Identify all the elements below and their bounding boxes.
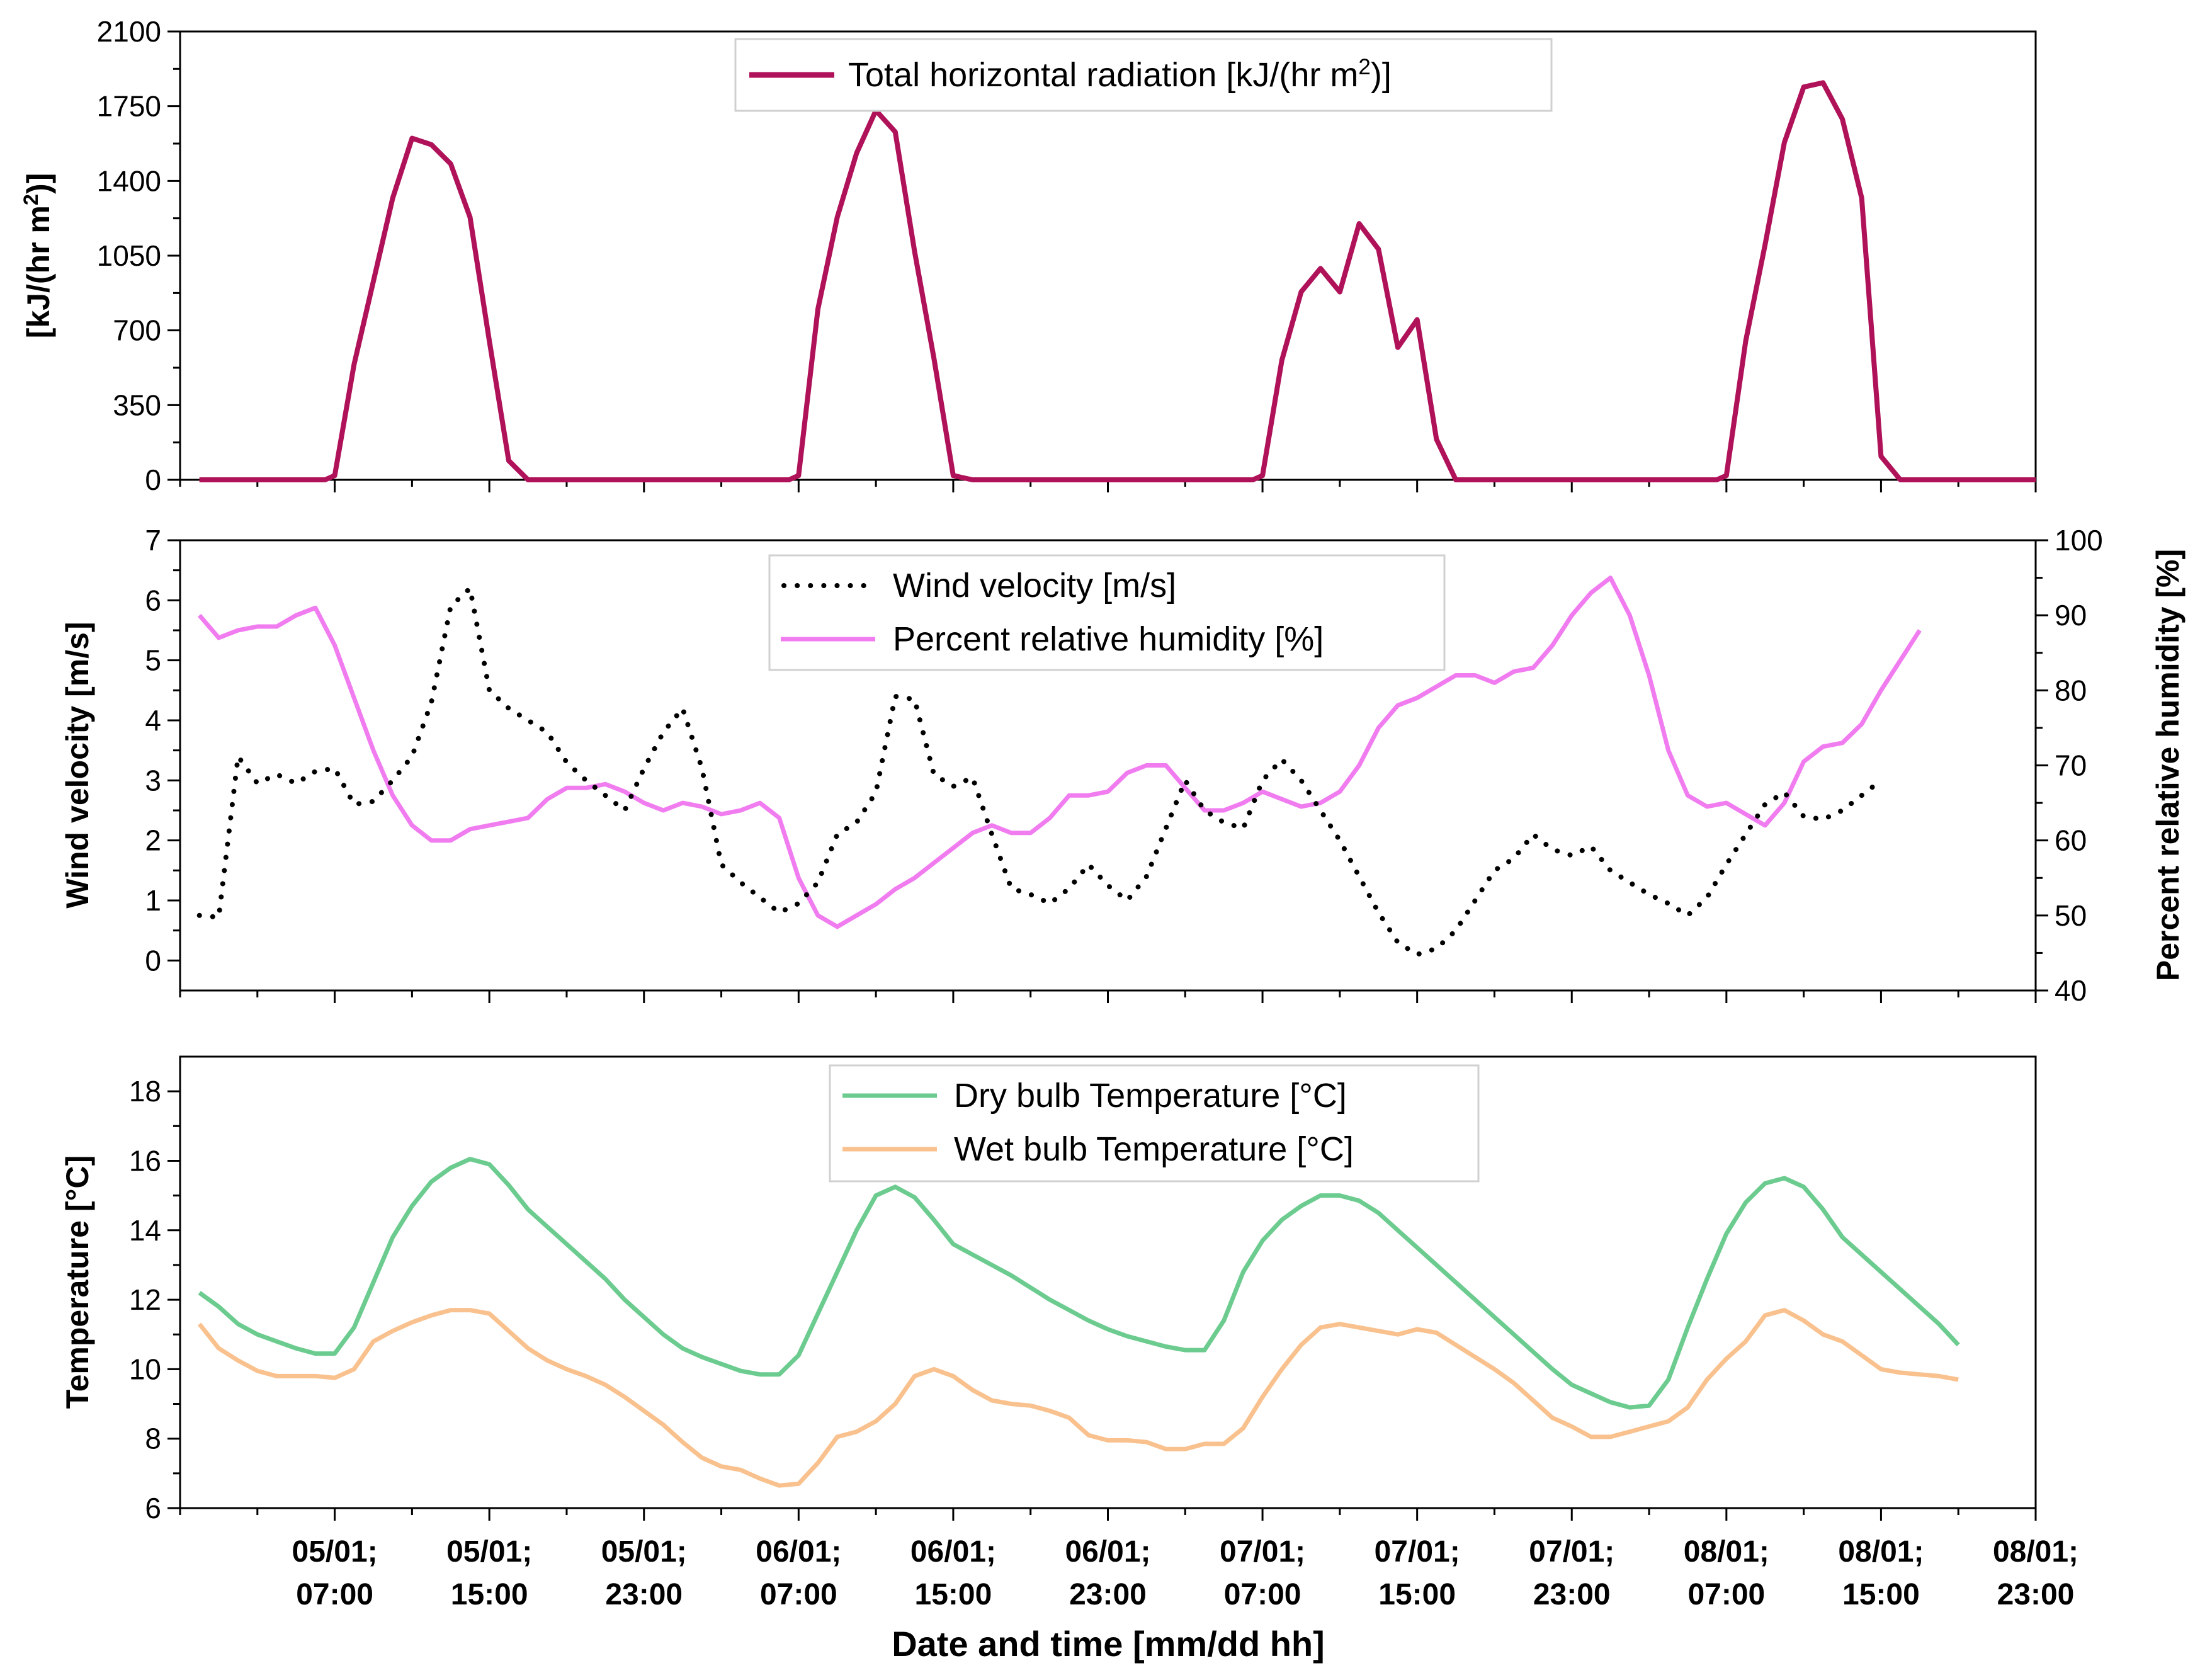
x-tick-label-time: 23:00: [1069, 1578, 1147, 1611]
x-tick-label-time: 23:00: [605, 1578, 683, 1611]
humidity-y-tick-label: 90: [2055, 599, 2087, 632]
x-tick-label-date: 05/01;: [292, 1535, 378, 1569]
wet-bulb-legend-label: Wet bulb Temperature [°C]: [954, 1130, 1354, 1168]
radiation-y-tick-label: 0: [145, 463, 161, 496]
x-tick-label-date: 07/01;: [1375, 1535, 1460, 1569]
x-tick-label-time: 15:00: [1378, 1578, 1456, 1611]
x-tick-label-date: 05/01;: [446, 1535, 532, 1569]
wind-y-tick-label: 0: [145, 944, 161, 977]
x-tick-label-date: 08/01;: [1684, 1535, 1769, 1569]
wind-y-tick-label: 7: [145, 524, 161, 557]
dry-bulb-legend-label: Dry bulb Temperature [°C]: [954, 1077, 1347, 1115]
humidity-y-tick-label: 100: [2055, 524, 2103, 557]
humidity-y-tick-label: 70: [2055, 749, 2087, 782]
wind-y-axis: 0 1 2 3 4 5 6 7: [145, 524, 180, 977]
x-tick-label-time: 07:00: [296, 1578, 373, 1611]
x-axis: 05/01; 07:00 05/01; 15:00 05/01; 23:00 06/01; 0…: [179, 480, 2078, 1611]
x-tick-label-date: 07/01;: [1529, 1535, 1614, 1569]
radiation-series-line: [199, 80, 2036, 482]
dry-bulb-series-line: [198, 1157, 1960, 1410]
x-tick-label-date: 06/01;: [1065, 1535, 1150, 1569]
x-tick-label-date: 06/01;: [756, 1535, 841, 1569]
humidity-y-tick-label: 40: [2055, 974, 2087, 1007]
x-tick-label-time: 07:00: [1687, 1578, 1765, 1611]
x-axis-title: Date and time [mm/dd hh]: [892, 1624, 1325, 1664]
temperature-y-axis: 6 8 10 12 14 16 18: [129, 1075, 180, 1524]
x-tick-label-time: 07:00: [1224, 1578, 1301, 1611]
humidity-y-axis-title: Percent relative humidity [%]: [2150, 549, 2186, 981]
wind-y-tick-label: 4: [145, 704, 161, 737]
radiation-legend: Total horizontal radiation [kJ/(hr m2)]: [734, 38, 1553, 112]
temperature-y-axis-title: Temperature [°C]: [60, 1155, 95, 1409]
radiation-y-tick-label: 1050: [97, 239, 161, 272]
radiation-y-axis: 0 350 700 1050 1400 1750 2100: [97, 15, 180, 496]
temperature-y-tick-label: 18: [129, 1075, 161, 1108]
x-tick-label-date: 06/01;: [910, 1535, 996, 1569]
radiation-y-tick-label: 700: [113, 314, 161, 347]
humidity-legend-label: Percent relative humidity [%]: [893, 620, 1324, 658]
temperature-y-tick-label: 14: [129, 1214, 161, 1247]
wind-y-tick-label: 2: [145, 824, 161, 857]
radiation-y-tick-label: 1750: [97, 90, 161, 123]
radiation-y-tick-label: 350: [113, 389, 161, 421]
wind-y-tick-label: 6: [145, 584, 161, 616]
temperature-y-tick-label: 8: [145, 1422, 161, 1455]
x-tick-label-time: 15:00: [1842, 1578, 1920, 1611]
humidity-series-line: [198, 576, 1922, 929]
humidity-y-tick-label: 50: [2055, 899, 2087, 932]
radiation-legend-label: Total horizontal radiation [kJ/(hr m2)]: [848, 55, 1392, 94]
wet-bulb-series-line: [197, 1308, 1959, 1488]
radiation-legend-box: [734, 38, 1553, 112]
wind-y-tick-label: 1: [145, 884, 161, 917]
wind-y-axis-title: Wind velocity [m/s]: [60, 621, 95, 908]
temperature-y-tick-label: 16: [129, 1144, 161, 1177]
wind-legend-label: Wind velocity [m/s]: [893, 567, 1176, 604]
x-tick-label-time: 07:00: [760, 1578, 837, 1611]
wind-y-tick-label: 5: [145, 644, 161, 677]
x-tick-label-date: 05/01;: [601, 1535, 687, 1569]
x-tick-label-time: 23:00: [1997, 1578, 2075, 1611]
x-tick-label-date: 08/01;: [1838, 1535, 1924, 1569]
wind-humidity-legend-box: [768, 554, 1446, 671]
wind-humidity-legend: Wind velocity [m/s] Percent relative hum…: [768, 554, 1446, 671]
wind-y-tick-label: 3: [145, 764, 161, 797]
radiation-y-tick-label: 2100: [97, 15, 161, 48]
radiation-y-tick-label: 1400: [97, 164, 161, 197]
x-tick-label-time: 15:00: [915, 1578, 992, 1611]
x-tick-label-date: 07/01;: [1220, 1535, 1305, 1569]
x-tick-label-date: 08/01;: [1993, 1535, 2078, 1569]
x-tick-label-time: 15:00: [451, 1578, 528, 1611]
temperature-legend: Dry bulb Temperature [°C] Wet bulb Tempe…: [829, 1064, 1480, 1183]
humidity-y-tick-label: 80: [2055, 674, 2087, 707]
x-tick-label-time: 23:00: [1533, 1578, 1611, 1611]
temperature-y-tick-label: 10: [129, 1353, 161, 1385]
temperature-y-tick-label: 6: [145, 1492, 161, 1524]
humidity-y-tick-label: 60: [2055, 824, 2087, 857]
radiation-y-axis-title: [kJ/(hr m2)]: [20, 173, 56, 339]
wind-series-line: [196, 583, 1884, 958]
humidity-y-axis: 40 50 60 70 80 90 100: [2036, 524, 2103, 1007]
temperature-legend-box: [829, 1064, 1480, 1183]
temperature-y-tick-label: 12: [129, 1283, 161, 1316]
